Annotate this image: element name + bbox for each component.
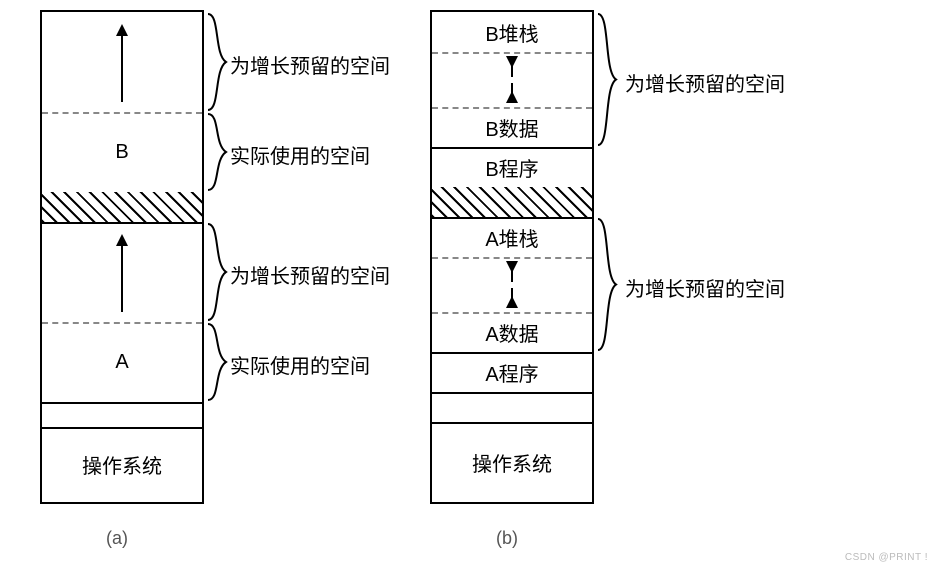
brace-icon [206, 12, 228, 112]
watermark: CSDN @PRINT ! [845, 552, 928, 563]
brace-label: 为增长预留的空间 [230, 50, 390, 79]
segment-a-stack: A堆栈 [432, 217, 592, 259]
brace-label: 为增长预留的空间 [230, 260, 390, 289]
growth-arrow-line [121, 246, 123, 312]
brace-icon [206, 222, 228, 322]
segment-label: B堆栈 [485, 18, 538, 47]
segment-label: A数据 [485, 318, 538, 347]
segment-b-gap [432, 52, 592, 109]
arrow-line [511, 66, 513, 77]
data-grow-up-icon [506, 296, 518, 308]
segment-label: A程序 [485, 358, 538, 387]
arrow-line [511, 271, 513, 282]
segment-label: 操作系统 [82, 450, 162, 479]
segment-b-prog: B程序 [432, 147, 592, 189]
segment-gap-b [432, 392, 592, 424]
brace-icon [596, 217, 618, 352]
segment-label: A [115, 351, 128, 374]
caption-a: (a) [106, 528, 128, 549]
growth-arrow-icon [116, 234, 128, 246]
growth-arrow-icon [116, 24, 128, 36]
segment-b-used: B [42, 112, 202, 194]
brace-label: 实际使用的空间 [230, 350, 370, 379]
segment-label: B程序 [485, 153, 538, 182]
segment-b-data: B数据 [432, 107, 592, 149]
segment-os: 操作系统 [42, 427, 202, 502]
segment-a-used: A [42, 322, 202, 404]
segment-label: A堆栈 [485, 223, 538, 252]
memory-column: B堆栈 B数据 B程序 A堆栈 A数据 A程序操作系统 [430, 10, 594, 504]
brace-label: 为增长预留的空间 [625, 68, 785, 97]
brace-label: 实际使用的空间 [230, 140, 370, 169]
segment-a-prog: A程序 [432, 352, 592, 394]
segment-label: B数据 [485, 113, 538, 142]
segment-b-growth-empty [42, 12, 202, 114]
brace-label: 为增长预留的空间 [625, 273, 785, 302]
segment-a-data: A数据 [432, 312, 592, 354]
segment-os-b: 操作系统 [432, 422, 592, 502]
data-grow-up-icon [506, 91, 518, 103]
segment-a-growth-empty [42, 222, 202, 324]
segment-label: 操作系统 [472, 448, 552, 477]
segment-hatch-1 [42, 192, 202, 224]
segment-b-stack: B堆栈 [432, 12, 592, 54]
memory-column: B A 操作系统 [40, 10, 204, 504]
diagram-root: BA操作系统为增长预留的空间实际使用的空间为增长预留的空间实际使用的空间B堆栈B… [0, 0, 936, 569]
segment-label: B [115, 141, 128, 164]
caption-b: (b) [496, 528, 518, 549]
brace-icon [596, 12, 618, 147]
growth-arrow-line [121, 36, 123, 102]
segment-gap [42, 402, 202, 429]
segment-hatch-2 [432, 187, 592, 219]
brace-icon [206, 112, 228, 192]
brace-icon [206, 322, 228, 402]
segment-a-gap [432, 257, 592, 314]
